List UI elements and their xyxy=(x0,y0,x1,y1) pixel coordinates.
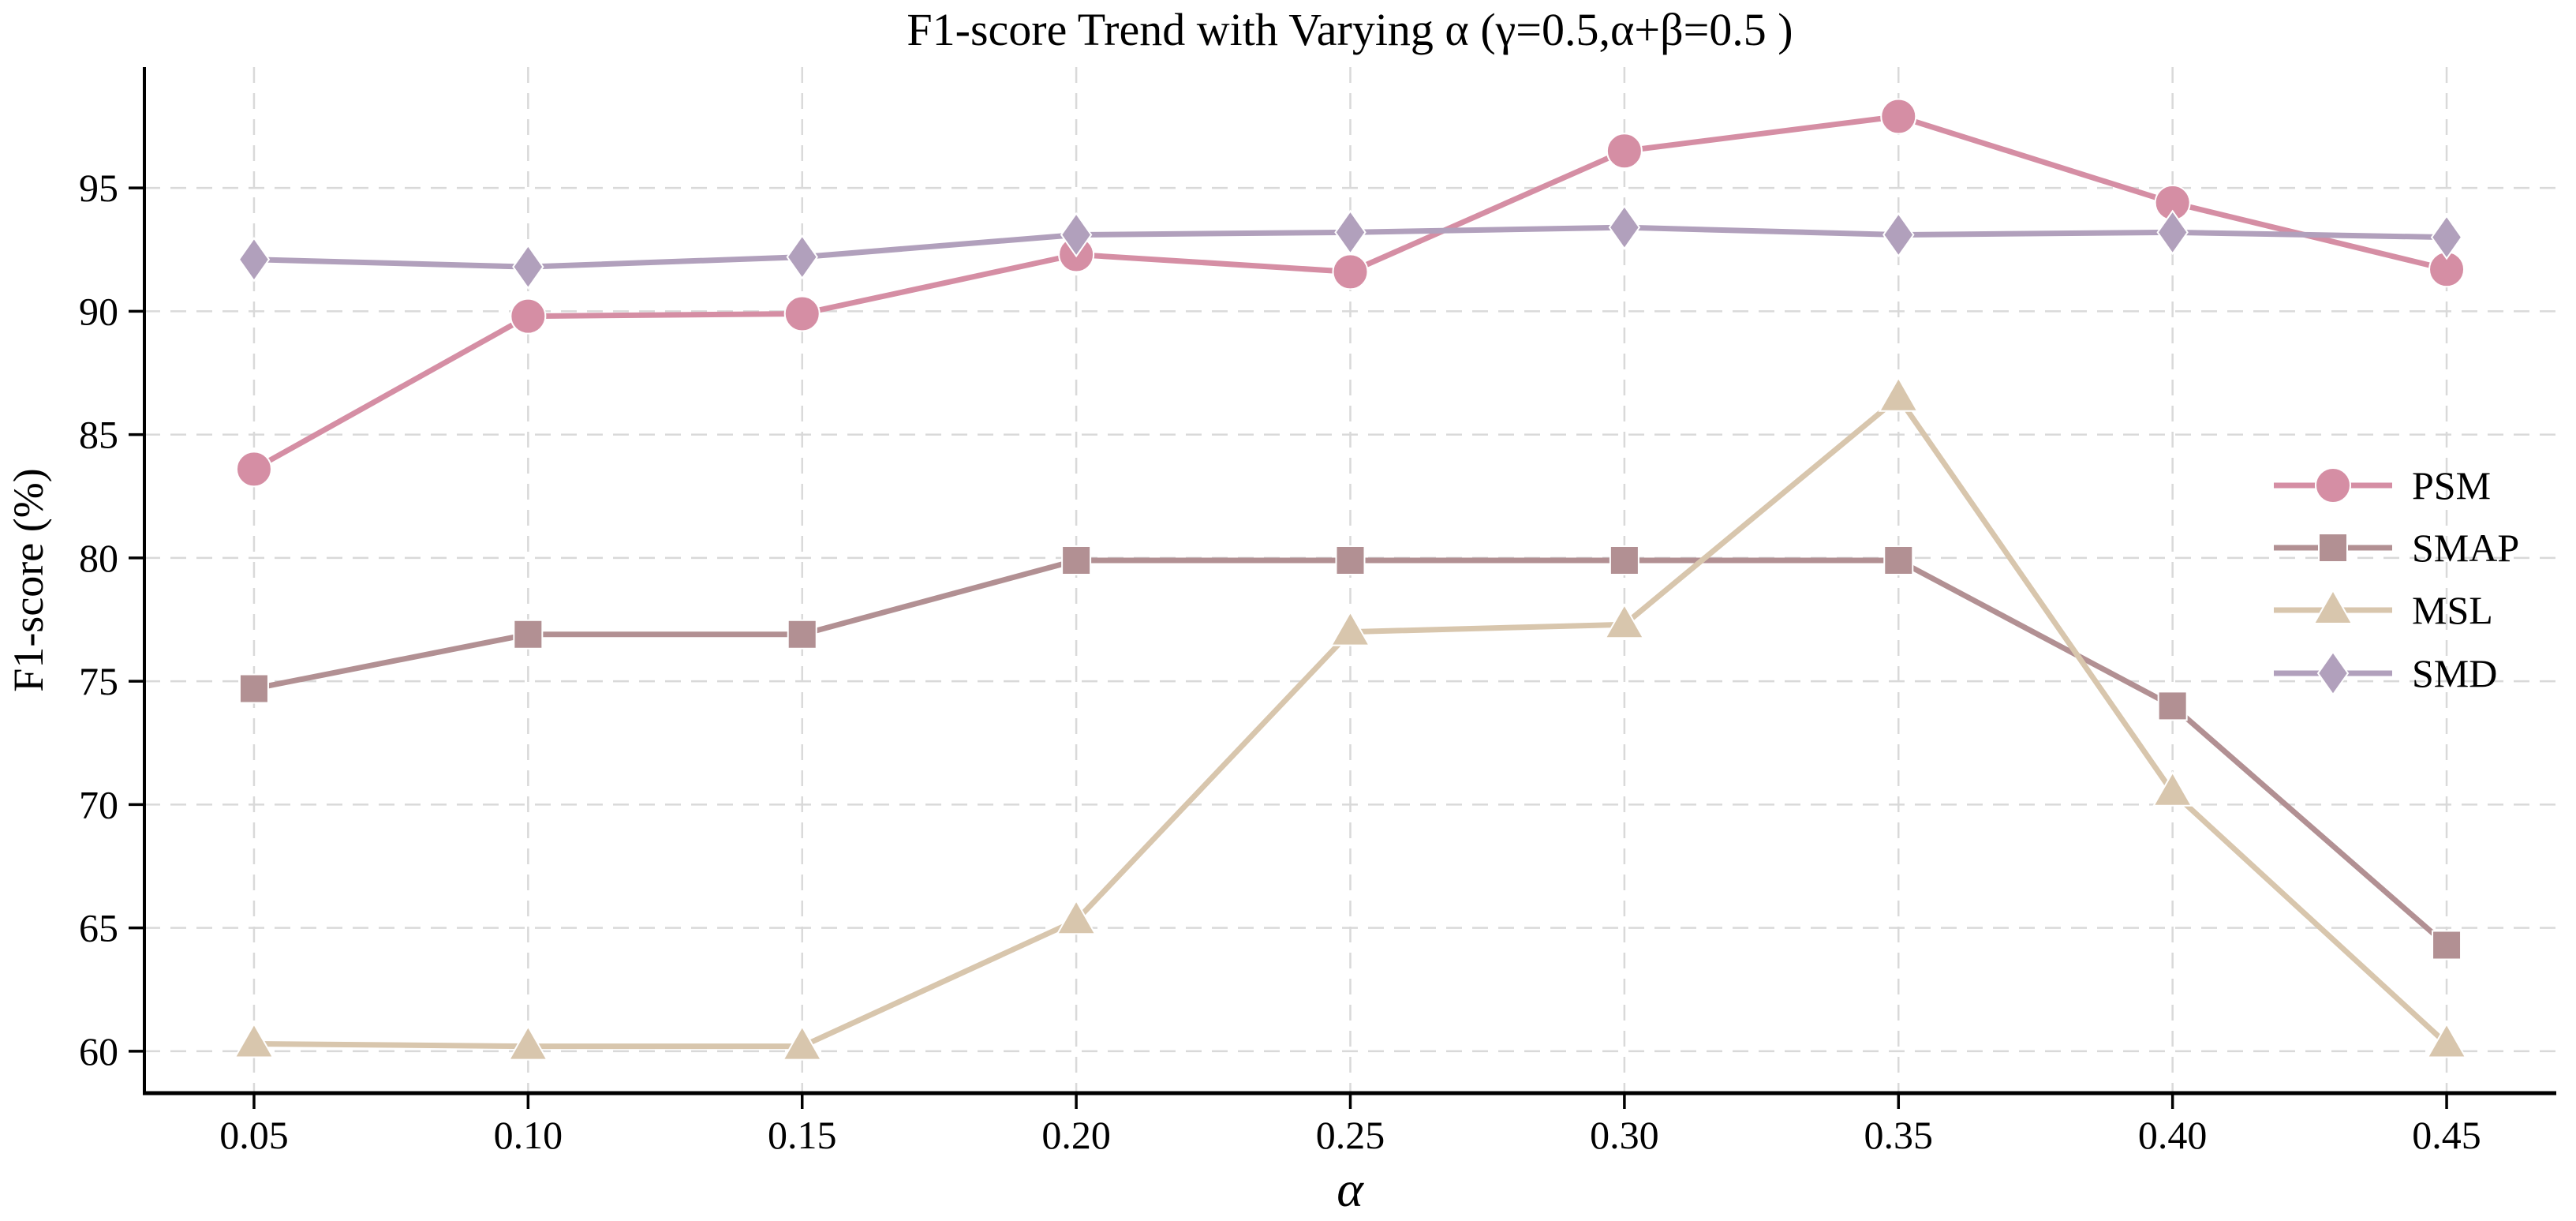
y-tick-label: 70 xyxy=(79,782,118,826)
x-tick-label: 0.15 xyxy=(768,1113,837,1157)
y-tick-label: 60 xyxy=(79,1029,118,1073)
smap-marker xyxy=(2432,930,2462,961)
msl-marker xyxy=(1329,610,1371,646)
x-tick-label: 0.40 xyxy=(2138,1113,2208,1157)
legend-item-msl: MSL xyxy=(2274,588,2493,632)
msl-marker xyxy=(2426,1022,2467,1058)
y-tick-label: 80 xyxy=(79,536,118,580)
msl-marker xyxy=(1604,603,1645,639)
msl-marker xyxy=(507,1024,549,1061)
msl-marker xyxy=(1056,899,1097,935)
axes: 60 65 70 75 80 85 90 95 0.05 0.10 0.15 0.20 0.25 0.30… xyxy=(79,67,2556,1157)
smap-marker xyxy=(1061,545,1092,575)
psm-marker xyxy=(510,298,547,335)
smap-marker xyxy=(1335,545,1366,575)
legend-item-smd: SMD xyxy=(2274,650,2497,696)
smap-marker xyxy=(513,619,544,650)
psm-marker xyxy=(783,295,821,332)
msl-marker xyxy=(234,1022,275,1058)
legend-label: SMD xyxy=(2412,651,2497,695)
x-tick-label: 0.20 xyxy=(1041,1113,1111,1157)
legend-swatch-square-icon xyxy=(2318,533,2348,563)
y-tick-label: 75 xyxy=(79,659,118,703)
smd-marker xyxy=(512,244,544,290)
legend-label: SMAP xyxy=(2412,526,2519,570)
smap-marker xyxy=(1883,545,1914,575)
smd-marker xyxy=(1882,212,1915,258)
msl-marker xyxy=(782,1024,823,1061)
x-tick-label: 0.05 xyxy=(219,1113,289,1157)
y-tick-label: 85 xyxy=(79,413,118,457)
smap-marker xyxy=(1609,545,1639,575)
legend-swatch-circle-icon xyxy=(2315,467,2351,504)
x-axis-label: α xyxy=(1337,1161,1364,1217)
x-tick-label: 0.45 xyxy=(2412,1113,2481,1157)
x-tick-label: 0.30 xyxy=(1590,1113,1659,1157)
smd-marker xyxy=(1334,209,1367,256)
msl-marker xyxy=(2152,770,2193,807)
smd-marker xyxy=(1608,204,1641,250)
data-series xyxy=(234,98,2467,1061)
smd-marker xyxy=(237,237,271,283)
smd-marker xyxy=(2156,209,2189,256)
y-tick-label: 95 xyxy=(79,166,118,210)
y-axis-label: F1-score (%) xyxy=(5,468,52,691)
psm-marker xyxy=(235,451,272,488)
smd-marker xyxy=(786,234,818,280)
legend: PSM SMAP MSL SMD xyxy=(2274,463,2519,696)
psm-marker xyxy=(1880,98,1917,135)
x-tick-label: 0.10 xyxy=(494,1113,563,1157)
smap-marker xyxy=(787,619,817,650)
smd-marker xyxy=(1060,212,1093,258)
x-tick-label: 0.35 xyxy=(1864,1113,1934,1157)
chart-title: F1-score Trend with Varying α (γ=0.5,α+β… xyxy=(907,4,1793,55)
msl-marker xyxy=(1878,376,1919,412)
y-tick-label: 90 xyxy=(79,289,118,333)
x-tick-label: 0.25 xyxy=(1316,1113,1385,1157)
y-tick-label: 65 xyxy=(79,906,118,950)
legend-label: PSM xyxy=(2412,463,2491,508)
smap-marker xyxy=(238,673,269,704)
legend-item-psm: PSM xyxy=(2274,463,2491,508)
legend-swatch-diamond-icon xyxy=(2316,650,2350,696)
smd-marker xyxy=(2430,214,2463,260)
legend-swatch-triangle-icon xyxy=(2312,588,2354,624)
legend-item-smap: SMAP xyxy=(2274,526,2519,570)
smap-marker xyxy=(2157,691,2188,721)
psm-marker xyxy=(1606,133,1643,170)
psm-marker xyxy=(1332,253,1369,290)
legend-label: MSL xyxy=(2412,588,2493,632)
